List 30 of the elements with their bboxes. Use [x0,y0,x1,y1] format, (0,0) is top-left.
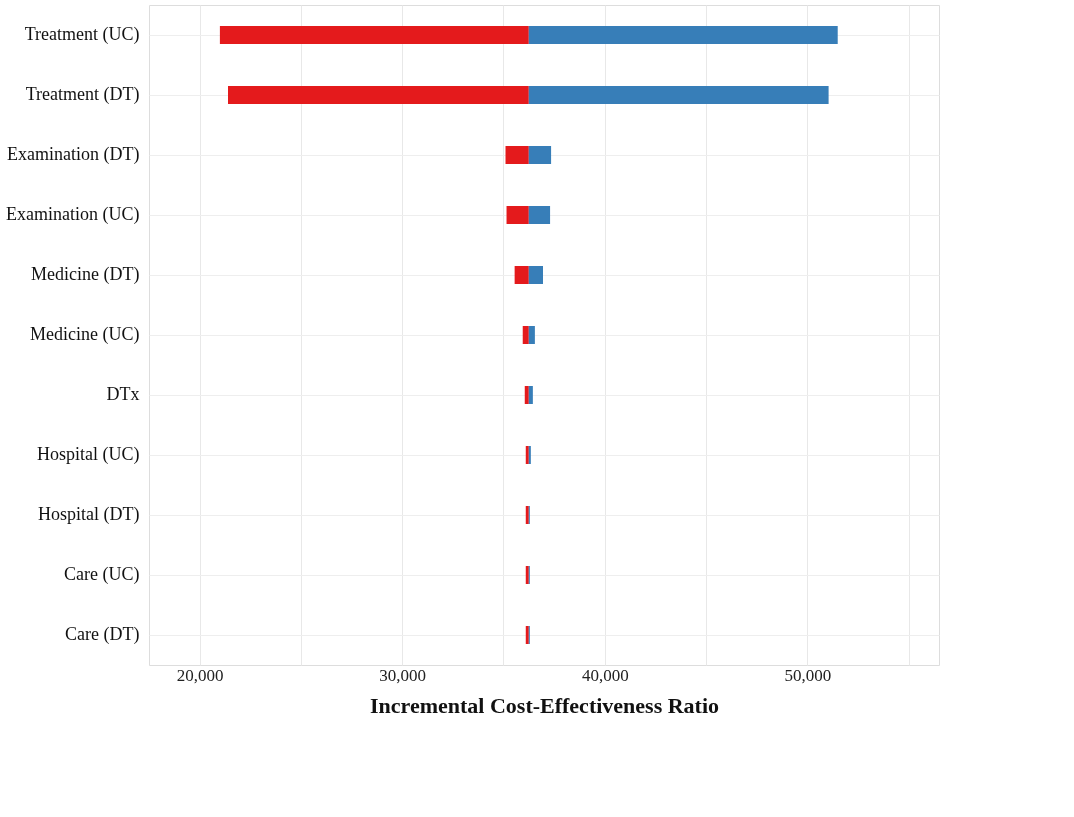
y-tick-label: Care (DT) [65,624,140,645]
y-tick-label: Examination (UC) [6,204,140,225]
y-tick-label: Treatment (DT) [25,84,140,105]
bar [528,146,552,164]
y-tick-label: Care (UC) [64,564,140,585]
bar [514,266,529,284]
y-tick-label: Medicine (DT) [31,264,140,285]
y-tick-label: DTx [106,384,140,404]
bar [528,206,551,224]
x-tick-label: 50,000 [784,665,832,685]
bar [506,206,529,224]
bar [528,86,829,104]
x-tick-label: 30,000 [379,665,427,685]
y-tick-label: Hospital (UC) [37,444,140,465]
bar [524,386,529,404]
y-tick-label: Medicine (UC) [30,324,140,345]
bar [528,326,535,344]
y-tick-label: Hospital (DT) [38,504,140,525]
y-tick-label: Examination (DT) [7,144,140,165]
bar [528,386,533,404]
bar [505,146,529,164]
bar [219,26,529,44]
bar [228,86,529,104]
x-tick-label: 20,000 [176,665,224,685]
x-axis-title: Incremental Cost-Effectiveness Ratio [369,692,720,718]
x-tick-label: 40,000 [581,665,629,685]
bar [528,26,838,44]
bar [522,326,529,344]
bar [528,266,543,284]
y-tick-label: Treatment (UC) [24,24,140,45]
